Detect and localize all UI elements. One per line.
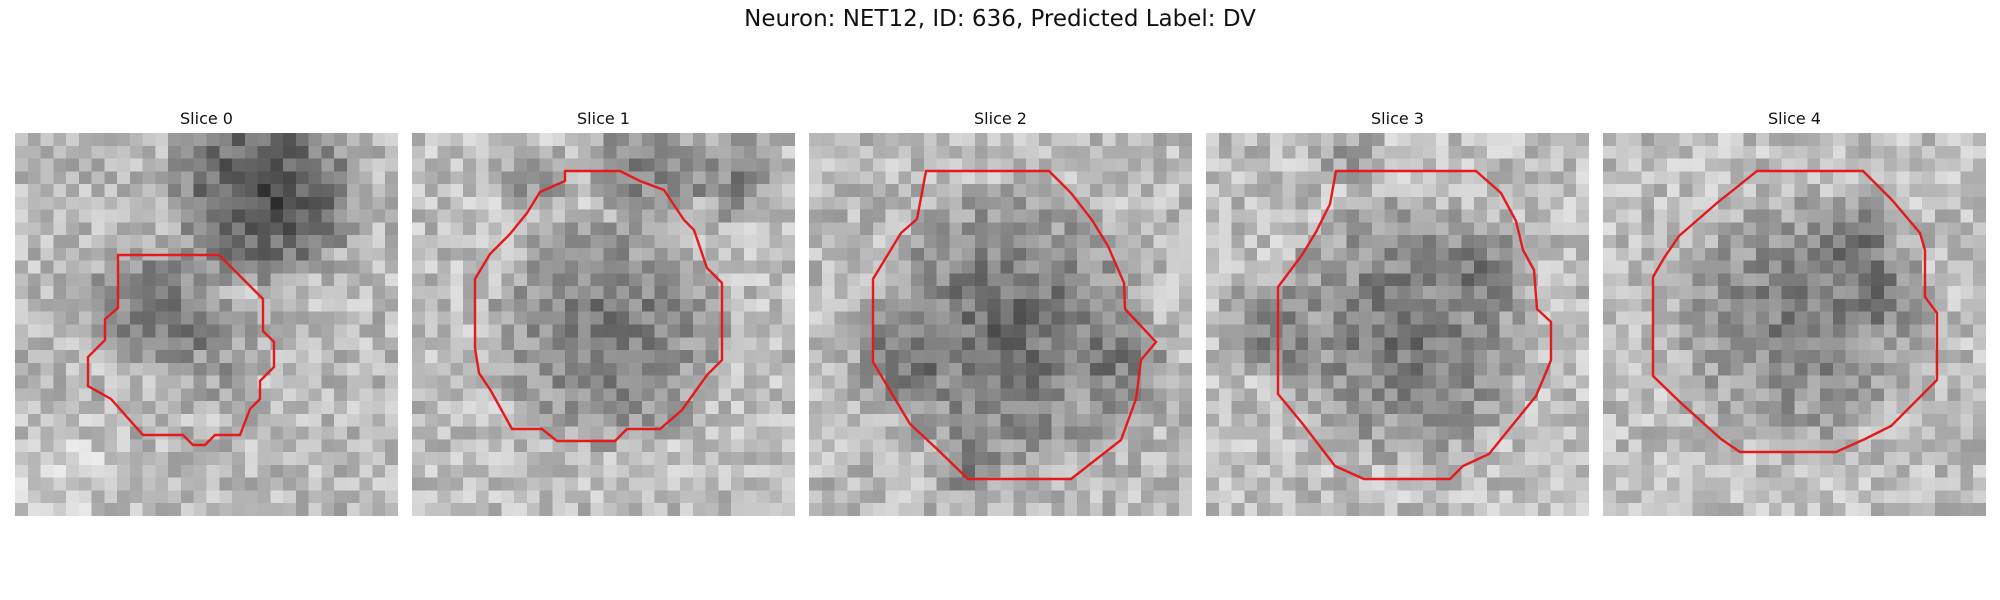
slice-image — [809, 133, 1192, 516]
slice-panel-1: Slice 1 — [412, 108, 795, 516]
roi-overlay — [1276, 169, 1553, 481]
slice-title: Slice 4 — [1768, 109, 1821, 128]
grayscale-patch — [1206, 133, 1589, 516]
slice-image — [1206, 133, 1589, 516]
slice-title: Slice 3 — [1371, 109, 1424, 128]
grayscale-patch — [15, 133, 398, 516]
slice-panel-3: Slice 3 — [1206, 108, 1589, 516]
slice-title: Slice 2 — [974, 109, 1027, 128]
figure-title: Neuron: NET12, ID: 636, Predicted Label:… — [744, 6, 1256, 32]
slice-panel-2: Slice 2 — [809, 108, 1192, 516]
roi-overlay — [871, 169, 1158, 481]
slice-title: Slice 0 — [180, 109, 233, 128]
slice-panel-4: Slice 4 — [1603, 108, 1986, 516]
roi-contour — [1276, 169, 1553, 481]
slice-panel-0: Slice 0 — [15, 108, 398, 516]
roi-contour — [1651, 169, 1939, 454]
slice-image — [1603, 133, 1986, 516]
slice-image — [412, 133, 795, 516]
roi-contour — [473, 169, 724, 443]
roi-contour — [871, 169, 1158, 481]
slice-title: Slice 1 — [577, 109, 630, 128]
roi-overlay — [1651, 169, 1939, 454]
roi-overlay — [473, 169, 724, 443]
roi-contour — [86, 253, 276, 447]
roi-overlay — [86, 253, 276, 447]
slice-image — [15, 133, 398, 516]
